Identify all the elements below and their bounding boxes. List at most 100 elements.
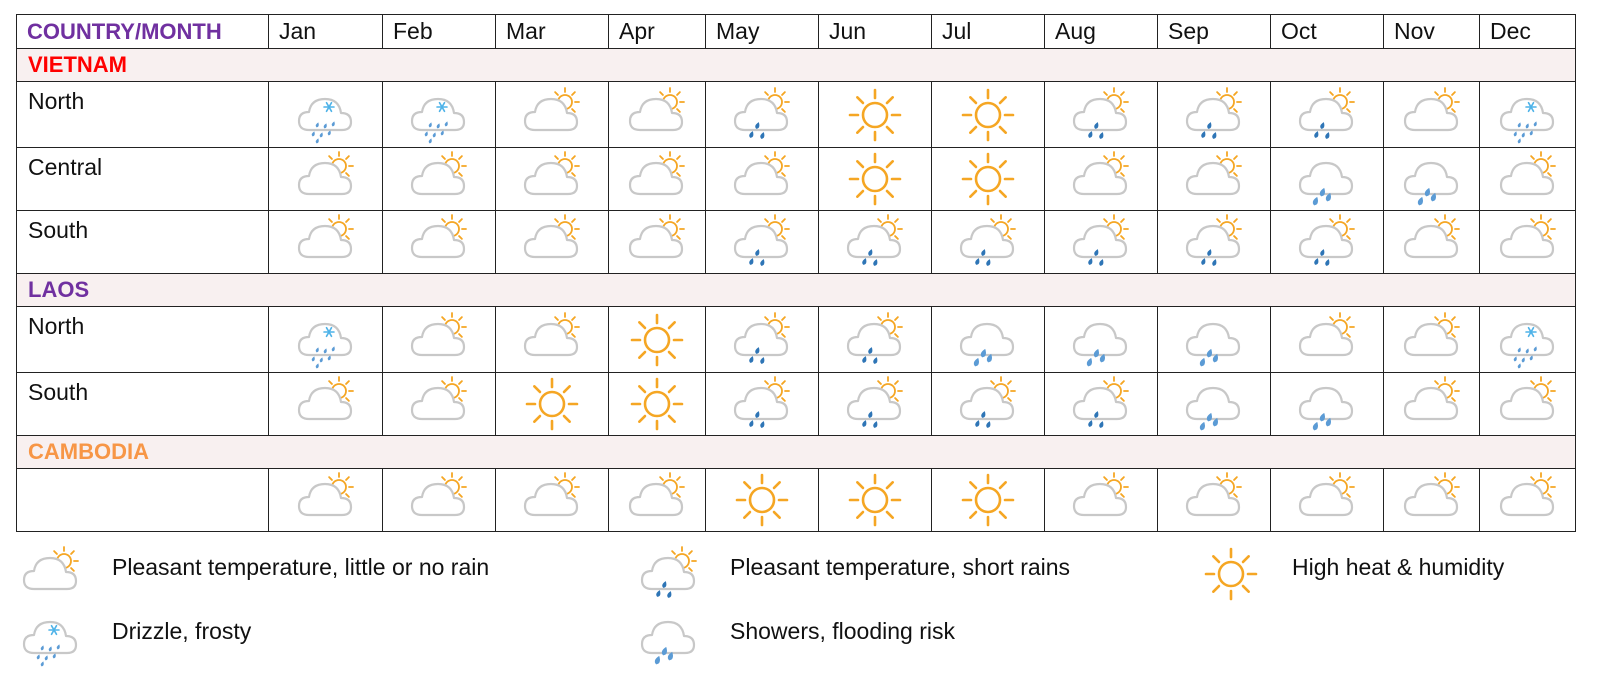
region-row: South bbox=[16, 210, 1576, 274]
weather-cell bbox=[1044, 210, 1158, 274]
weather-cell bbox=[1157, 468, 1271, 532]
cloud-sun-icon bbox=[1298, 472, 1355, 517]
cloud-sun-icon bbox=[1499, 214, 1556, 259]
weather-cell bbox=[268, 306, 383, 373]
sun-icon bbox=[848, 88, 902, 141]
weather-cell bbox=[1383, 147, 1480, 211]
cloud-sun-icon bbox=[1499, 376, 1556, 421]
weather-cell bbox=[1479, 372, 1576, 436]
region-row: South bbox=[16, 372, 1576, 436]
cloud-sun-icon bbox=[523, 472, 580, 517]
weather-cell bbox=[818, 306, 932, 373]
region-label bbox=[16, 468, 269, 532]
region-label: South bbox=[16, 372, 269, 436]
country-label-vietnam: VIETNAM bbox=[16, 48, 1576, 82]
weather-cell bbox=[608, 372, 706, 436]
cloud-sun-icon bbox=[297, 472, 354, 517]
legend-item: Showers, flooding risk bbox=[638, 607, 955, 669]
legend-text: Drizzle, frosty bbox=[112, 618, 252, 644]
cloud-sun-icon bbox=[22, 546, 79, 591]
weather-cell bbox=[1157, 147, 1271, 211]
weather-cell bbox=[495, 468, 609, 532]
month-header-aug: Aug bbox=[1044, 14, 1158, 49]
cloud-sun-icon bbox=[1072, 472, 1129, 517]
weather-cell bbox=[1383, 81, 1480, 148]
region-label: North bbox=[16, 81, 269, 148]
weather-cell bbox=[608, 147, 706, 211]
weather-cell bbox=[1157, 210, 1271, 274]
weather-cell bbox=[1383, 468, 1480, 532]
cloud-sun-icon bbox=[1072, 151, 1129, 196]
cloud-sun-rain-icon bbox=[959, 214, 1016, 266]
month-header-nov: Nov bbox=[1383, 14, 1480, 49]
sun-icon bbox=[735, 473, 789, 527]
cloud-sun-rain-icon bbox=[640, 546, 697, 598]
weather-cell bbox=[931, 372, 1045, 436]
weather-cell bbox=[495, 372, 609, 436]
cloud-sun-icon bbox=[1403, 472, 1460, 517]
cloud-sun-icon bbox=[410, 311, 467, 356]
corner-label: COUNTRY/MONTH bbox=[16, 14, 269, 49]
cloud-sun-icon bbox=[297, 214, 354, 259]
weather-cell bbox=[382, 306, 496, 373]
showers-icon bbox=[640, 620, 696, 665]
month-header-jan: Jan bbox=[268, 14, 383, 49]
cloud-sun-icon bbox=[1185, 151, 1242, 196]
cloud-sun-icon bbox=[1499, 472, 1556, 517]
cloud-sun-icon bbox=[1403, 376, 1460, 421]
cloud-sun-icon bbox=[628, 472, 685, 517]
legend-item: High heat & humidity bbox=[1200, 543, 1504, 605]
weather-cell bbox=[818, 81, 932, 148]
weather-cell bbox=[495, 81, 609, 148]
weather-cell bbox=[382, 81, 496, 148]
cloud-sun-icon bbox=[1185, 472, 1242, 517]
weather-cell bbox=[1044, 147, 1158, 211]
cloud-sun-icon bbox=[1403, 86, 1460, 131]
drizzle-frosty-icon bbox=[410, 97, 466, 143]
weather-cell bbox=[1157, 372, 1271, 436]
cloud-sun-icon bbox=[297, 376, 354, 421]
sun-icon bbox=[630, 377, 684, 431]
weather-cell bbox=[608, 468, 706, 532]
cloud-sun-rain-icon bbox=[1298, 214, 1355, 266]
showers-icon bbox=[1403, 161, 1458, 206]
sun-icon bbox=[525, 377, 579, 431]
cloud-sun-icon bbox=[733, 151, 790, 196]
weather-cell bbox=[1270, 147, 1384, 211]
weather-cell bbox=[1044, 372, 1158, 436]
cloud-sun-icon bbox=[1403, 214, 1460, 259]
drizzle-frosty-icon bbox=[1499, 97, 1554, 143]
cloud-sun-icon bbox=[410, 472, 467, 517]
section-row: LAOS bbox=[16, 273, 1576, 307]
weather-cell bbox=[1044, 468, 1158, 532]
weather-cell bbox=[1479, 147, 1576, 211]
weather-table: COUNTRY/MONTH Jan Feb Mar Apr May Jun Jul Aug Sep… bbox=[16, 14, 1576, 532]
weather-cell bbox=[1479, 81, 1576, 148]
weather-cell bbox=[705, 81, 819, 148]
sun-icon bbox=[961, 473, 1015, 527]
weather-cell bbox=[268, 81, 383, 148]
weather-cell bbox=[1383, 372, 1480, 436]
cloud-sun-rain-icon bbox=[733, 214, 790, 266]
weather-cell bbox=[382, 468, 496, 532]
showers-icon bbox=[1298, 161, 1354, 206]
country-label-cambodia: CAMBODIA bbox=[16, 435, 1576, 469]
region-label: North bbox=[16, 306, 269, 373]
weather-cell bbox=[1479, 468, 1576, 532]
weather-cell bbox=[1383, 210, 1480, 274]
month-header-jul: Jul bbox=[931, 14, 1045, 49]
legend-text: High heat & humidity bbox=[1292, 554, 1505, 580]
country-label-laos: LAOS bbox=[16, 273, 1576, 307]
weather-cell bbox=[705, 306, 819, 373]
sun-icon bbox=[848, 473, 902, 527]
weather-cell bbox=[608, 306, 706, 373]
weather-cell bbox=[931, 147, 1045, 211]
cloud-sun-rain-icon bbox=[733, 311, 790, 364]
legend-item: Pleasant temperature, little or no rain bbox=[20, 543, 489, 605]
showers-icon bbox=[1185, 386, 1241, 431]
weather-cell bbox=[1044, 306, 1158, 373]
weather-cell bbox=[1383, 306, 1480, 373]
region-row: Central bbox=[16, 147, 1576, 211]
month-header-jun: Jun bbox=[818, 14, 932, 49]
cloud-sun-icon bbox=[1298, 311, 1355, 356]
